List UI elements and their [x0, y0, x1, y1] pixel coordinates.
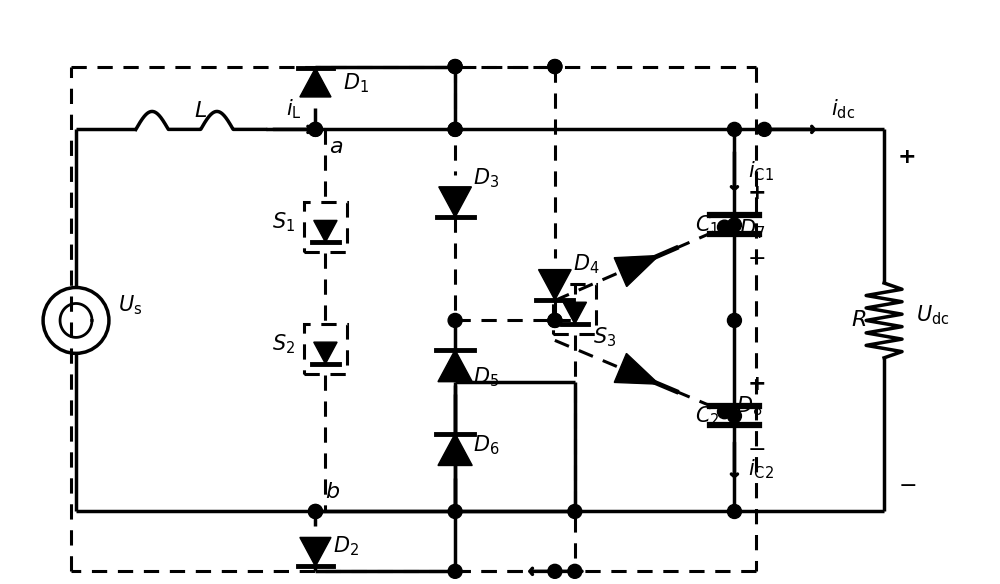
Text: b: b [325, 481, 340, 502]
Text: $L$: $L$ [194, 102, 207, 121]
Text: $R$: $R$ [851, 311, 866, 331]
Polygon shape [614, 256, 659, 287]
Circle shape [548, 60, 562, 74]
Circle shape [548, 564, 562, 578]
Circle shape [548, 314, 562, 328]
Text: $C_1$: $C_1$ [695, 213, 719, 237]
Circle shape [308, 505, 322, 519]
Circle shape [308, 505, 322, 519]
Circle shape [568, 505, 582, 519]
Polygon shape [539, 270, 571, 300]
Text: $-$: $-$ [747, 438, 766, 458]
Circle shape [548, 314, 562, 328]
Text: $i_{\rm C1}$: $i_{\rm C1}$ [748, 159, 774, 183]
Text: $S_2$: $S_2$ [272, 332, 295, 356]
Circle shape [448, 60, 462, 74]
Text: $C_2$: $C_2$ [695, 404, 719, 427]
Circle shape [568, 564, 582, 578]
Circle shape [727, 314, 741, 328]
Text: $D_2$: $D_2$ [333, 534, 359, 558]
Circle shape [448, 60, 462, 74]
Circle shape [308, 123, 322, 137]
Polygon shape [300, 68, 331, 97]
Text: $i_{\rm C2}$: $i_{\rm C2}$ [748, 458, 774, 481]
Text: $D_3$: $D_3$ [473, 166, 499, 190]
Text: $D_8$: $D_8$ [736, 394, 763, 418]
Text: +: + [747, 374, 766, 394]
Text: $S_3$: $S_3$ [593, 325, 616, 349]
Text: $-$: $-$ [747, 247, 766, 267]
Text: $i_{\rm dc}$: $i_{\rm dc}$ [831, 98, 855, 121]
Circle shape [308, 123, 322, 137]
Circle shape [448, 505, 462, 519]
Circle shape [448, 314, 462, 328]
Polygon shape [614, 353, 659, 384]
Polygon shape [300, 537, 331, 566]
Circle shape [717, 405, 731, 419]
Circle shape [727, 409, 741, 423]
Polygon shape [439, 187, 471, 217]
Circle shape [757, 123, 771, 137]
Circle shape [448, 123, 462, 137]
Text: $D_6$: $D_6$ [473, 434, 500, 457]
Text: $D_7$: $D_7$ [739, 217, 766, 241]
Polygon shape [314, 220, 337, 242]
Circle shape [448, 123, 462, 137]
Text: $U_{\rm dc}$: $U_{\rm dc}$ [916, 304, 950, 327]
Polygon shape [438, 434, 472, 465]
Text: $D_4$: $D_4$ [573, 252, 599, 276]
Polygon shape [438, 350, 472, 382]
Polygon shape [314, 342, 337, 364]
Text: $D_5$: $D_5$ [473, 365, 499, 388]
Circle shape [448, 564, 462, 578]
Text: $-$: $-$ [898, 474, 916, 493]
Text: a: a [329, 137, 343, 157]
Circle shape [727, 505, 741, 519]
Circle shape [717, 220, 731, 234]
Circle shape [727, 218, 741, 232]
Circle shape [548, 60, 562, 74]
Text: $i_{\rm L}$: $i_{\rm L}$ [286, 98, 301, 121]
Text: +: + [747, 183, 766, 203]
Polygon shape [563, 303, 586, 324]
Text: +: + [898, 147, 917, 168]
Circle shape [727, 123, 741, 137]
Text: $S_1$: $S_1$ [272, 210, 295, 234]
Text: $U_{\rm s}$: $U_{\rm s}$ [118, 294, 142, 317]
Text: $D_1$: $D_1$ [343, 71, 369, 95]
